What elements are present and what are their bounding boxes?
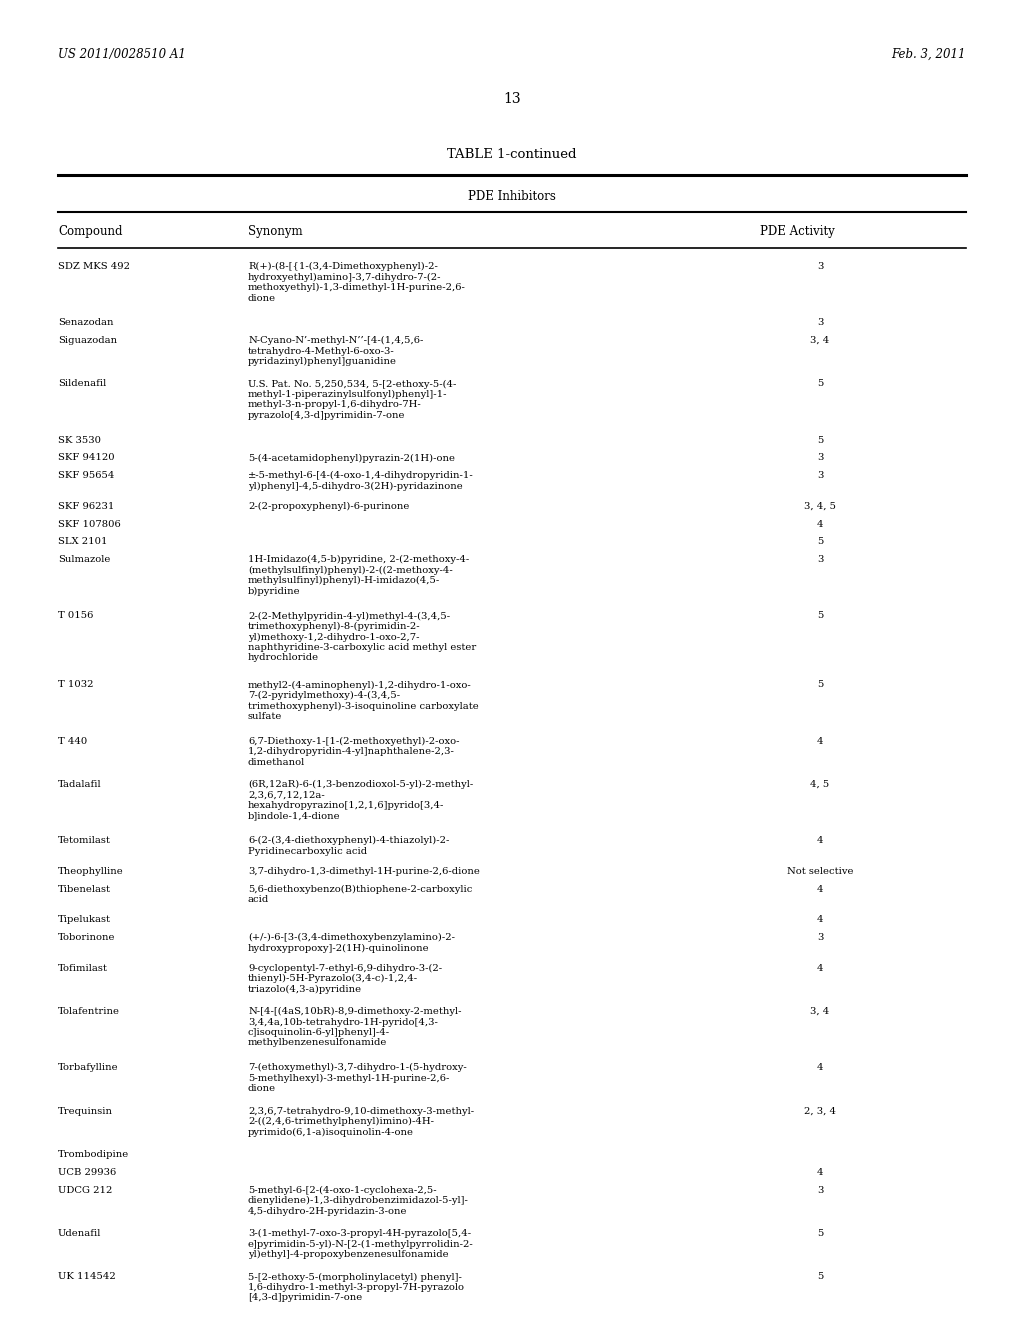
Text: 3,7-dihydro-1,3-dimethyl-1H-purine-2,6-dione: 3,7-dihydro-1,3-dimethyl-1H-purine-2,6-d… (248, 867, 480, 875)
Text: 5: 5 (817, 611, 823, 620)
Text: SKF 95654: SKF 95654 (58, 471, 115, 480)
Text: 5: 5 (817, 379, 823, 388)
Text: 3: 3 (817, 453, 823, 462)
Text: 5: 5 (817, 436, 823, 445)
Text: 5: 5 (817, 537, 823, 546)
Text: UDCG 212: UDCG 212 (58, 1185, 113, 1195)
Text: 5-methyl-6-[2-(4-oxo-1-cyclohexa-2,5-
dienylidene)-1,3-dihydrobenzimidazol-5-yl]: 5-methyl-6-[2-(4-oxo-1-cyclohexa-2,5- di… (248, 1185, 469, 1216)
Text: 4: 4 (817, 1063, 823, 1072)
Text: Synonym: Synonym (248, 224, 303, 238)
Text: R(+)-(8-[{1-(3,4-Dimethoxyphenyl)-2-
hydroxyethyl)amino]-3,7-dihydro-7-(2-
metho: R(+)-(8-[{1-(3,4-Dimethoxyphenyl)-2- hyd… (248, 261, 466, 302)
Text: 4: 4 (817, 1168, 823, 1177)
Text: SKF 107806: SKF 107806 (58, 520, 121, 528)
Text: methyl2-(4-aminophenyl)-1,2-dihydro-1-oxo-
7-(2-pyridylmethoxy)-4-(3,4,5-
trimet: methyl2-(4-aminophenyl)-1,2-dihydro-1-ox… (248, 680, 479, 721)
Text: (6R,12aR)-6-(1,3-benzodioxol-5-yl)-2-methyl-
2,3,6,7,12,12a-
hexahydropyrazino[1: (6R,12aR)-6-(1,3-benzodioxol-5-yl)-2-met… (248, 780, 473, 820)
Text: Compound: Compound (58, 224, 123, 238)
Text: Udenafil: Udenafil (58, 1229, 101, 1238)
Text: 3: 3 (817, 318, 823, 327)
Text: 3: 3 (817, 1185, 823, 1195)
Text: Tadalafil: Tadalafil (58, 780, 101, 789)
Text: 7-(ethoxymethyl)-3,7-dihydro-1-(5-hydroxy-
5-methylhexyl)-3-methyl-1H-purine-2,6: 7-(ethoxymethyl)-3,7-dihydro-1-(5-hydrox… (248, 1063, 467, 1093)
Text: 4, 5: 4, 5 (810, 780, 829, 789)
Text: 3, 4, 5: 3, 4, 5 (804, 502, 836, 511)
Text: SLX 2101: SLX 2101 (58, 537, 108, 546)
Text: Tolafentrine: Tolafentrine (58, 1007, 120, 1016)
Text: SKF 94120: SKF 94120 (58, 453, 115, 462)
Text: 3-(1-methyl-7-oxo-3-propyl-4H-pyrazolo[5,4-
e]pyrimidin-5-yl)-N-[2-(1-methylpyrr: 3-(1-methyl-7-oxo-3-propyl-4H-pyrazolo[5… (248, 1229, 474, 1259)
Text: UCB 29936: UCB 29936 (58, 1168, 117, 1177)
Text: UK 114542: UK 114542 (58, 1272, 116, 1282)
Text: 3: 3 (817, 933, 823, 942)
Text: 2-(2-propoxyphenyl)-6-purinone: 2-(2-propoxyphenyl)-6-purinone (248, 502, 410, 511)
Text: 2,3,6,7-tetrahydro-9,10-dimethoxy-3-methyl-
2-((2,4,6-trimethylphenyl)imino)-4H-: 2,3,6,7-tetrahydro-9,10-dimethoxy-3-meth… (248, 1106, 474, 1137)
Text: 5: 5 (817, 680, 823, 689)
Text: T 1032: T 1032 (58, 680, 93, 689)
Text: 3: 3 (817, 471, 823, 480)
Text: Toborinone: Toborinone (58, 933, 116, 942)
Text: PDE Inhibitors: PDE Inhibitors (468, 190, 556, 203)
Text: 4: 4 (817, 737, 823, 746)
Text: (+/-)-6-[3-(3,4-dimethoxybenzylamino)-2-
hydroxypropoxy]-2(1H)-quinolinone: (+/-)-6-[3-(3,4-dimethoxybenzylamino)-2-… (248, 933, 455, 953)
Text: N-[4-[(4aS,10bR)-8,9-dimethoxy-2-methyl-
3,4,4a,10b-tetrahydro-1H-pyrido[4,3-
c]: N-[4-[(4aS,10bR)-8,9-dimethoxy-2-methyl-… (248, 1007, 462, 1047)
Text: 3, 4: 3, 4 (810, 1007, 829, 1016)
Text: 4: 4 (817, 520, 823, 528)
Text: 1H-Imidazo(4,5-b)pyridine, 2-(2-methoxy-4-
(methylsulfinyl)phenyl)-2-((2-methoxy: 1H-Imidazo(4,5-b)pyridine, 2-(2-methoxy-… (248, 556, 469, 595)
Text: 2-(2-Methylpyridin-4-yl)methyl-4-(3,4,5-
trimethoxyphenyl)-8-(pyrimidin-2-
yl)me: 2-(2-Methylpyridin-4-yl)methyl-4-(3,4,5-… (248, 611, 476, 663)
Text: Siguazodan: Siguazodan (58, 337, 117, 345)
Text: 5: 5 (817, 1272, 823, 1282)
Text: Trombodipine: Trombodipine (58, 1150, 129, 1159)
Text: 9-cyclopentyl-7-ethyl-6,9-dihydro-3-(2-
thienyl)-5H-Pyrazolo(3,4-c)-1,2,4-
triaz: 9-cyclopentyl-7-ethyl-6,9-dihydro-3-(2- … (248, 964, 442, 994)
Text: 5-(4-acetamidophenyl)pyrazin-2(1H)-one: 5-(4-acetamidophenyl)pyrazin-2(1H)-one (248, 453, 455, 462)
Text: 4: 4 (817, 884, 823, 894)
Text: N-Cyano-N’-methyl-N’’-[4-(1,4,5,6-
tetrahydro-4-Methyl-6-oxo-3-
pyridazinyl)phen: N-Cyano-N’-methyl-N’’-[4-(1,4,5,6- tetra… (248, 337, 423, 366)
Text: 2, 3, 4: 2, 3, 4 (804, 1106, 836, 1115)
Text: U.S. Pat. No. 5,250,534, 5-[2-ethoxy-5-(4-
methyl-1-piperazinylsulfonyl)phenyl]-: U.S. Pat. No. 5,250,534, 5-[2-ethoxy-5-(… (248, 379, 457, 420)
Text: Tibenelast: Tibenelast (58, 884, 111, 894)
Text: 5-[2-ethoxy-5-(morpholinylacetyl) phenyl]-
1,6-dihydro-1-methyl-3-propyl-7H-pyra: 5-[2-ethoxy-5-(morpholinylacetyl) phenyl… (248, 1272, 465, 1303)
Text: 5: 5 (817, 1229, 823, 1238)
Text: 4: 4 (817, 964, 823, 973)
Text: US 2011/0028510 A1: US 2011/0028510 A1 (58, 48, 186, 61)
Text: 3: 3 (817, 556, 823, 564)
Text: Senazodan: Senazodan (58, 318, 114, 327)
Text: PDE Activity: PDE Activity (760, 224, 835, 238)
Text: T 0156: T 0156 (58, 611, 93, 620)
Text: 3: 3 (817, 261, 823, 271)
Text: 5,6-diethoxybenzo(B)thiophene-2-carboxylic
acid: 5,6-diethoxybenzo(B)thiophene-2-carboxyl… (248, 884, 472, 904)
Text: Theophylline: Theophylline (58, 867, 124, 875)
Text: T 440: T 440 (58, 737, 87, 746)
Text: 6,7-Diethoxy-1-[1-(2-methoxyethyl)-2-oxo-
1,2-dihydropyridin-4-yl]naphthalene-2,: 6,7-Diethoxy-1-[1-(2-methoxyethyl)-2-oxo… (248, 737, 460, 767)
Text: TABLE 1-continued: TABLE 1-continued (447, 148, 577, 161)
Text: 4: 4 (817, 836, 823, 845)
Text: ±-5-methyl-6-[4-(4-oxo-1,4-dihydropyridin-1-
yl)phenyl]-4,5-dihydro-3(2H)-pyrida: ±-5-methyl-6-[4-(4-oxo-1,4-dihydropyridi… (248, 471, 474, 491)
Text: Torbafylline: Torbafylline (58, 1063, 119, 1072)
Text: Tipelukast: Tipelukast (58, 915, 111, 924)
Text: SKF 96231: SKF 96231 (58, 502, 115, 511)
Text: Not selective: Not selective (786, 867, 853, 875)
Text: Tofimilast: Tofimilast (58, 964, 108, 973)
Text: Trequinsin: Trequinsin (58, 1106, 113, 1115)
Text: 6-(2-(3,4-diethoxyphenyl)-4-thiazolyl)-2-
Pyridinecarboxylic acid: 6-(2-(3,4-diethoxyphenyl)-4-thiazolyl)-2… (248, 836, 450, 855)
Text: Feb. 3, 2011: Feb. 3, 2011 (892, 48, 966, 61)
Text: 4: 4 (817, 915, 823, 924)
Text: 13: 13 (503, 92, 521, 106)
Text: 3, 4: 3, 4 (810, 337, 829, 345)
Text: Sulmazole: Sulmazole (58, 556, 111, 564)
Text: Tetomilast: Tetomilast (58, 836, 111, 845)
Text: SDZ MKS 492: SDZ MKS 492 (58, 261, 130, 271)
Text: SK 3530: SK 3530 (58, 436, 101, 445)
Text: Sildenafil: Sildenafil (58, 379, 106, 388)
